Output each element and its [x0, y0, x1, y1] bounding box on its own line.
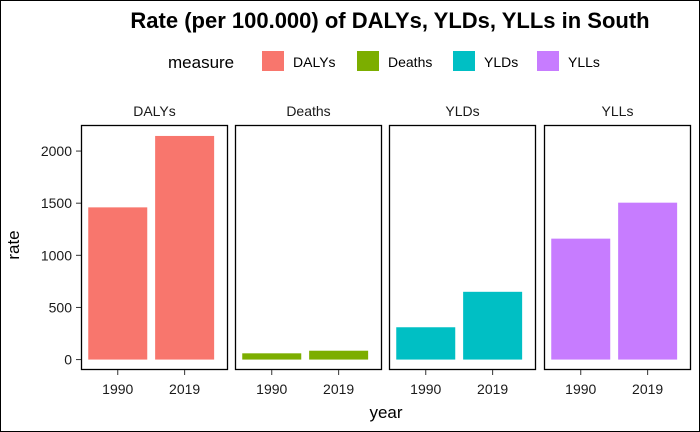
bar-deaths-2019: [309, 350, 369, 360]
bar-ylls-2019: [618, 202, 678, 360]
x-tick-label: 1990: [410, 381, 441, 397]
bar-dalys-2019: [155, 135, 215, 360]
facet-strip-label: DALYs: [133, 103, 176, 119]
bar-dalys-1990: [88, 207, 148, 360]
facet-panel-ylls: YLLs 1990 2019: [543, 98, 692, 397]
y-tick-label: 1000: [41, 247, 72, 263]
facet-strip: [389, 98, 536, 125]
x-tick-label: 2019: [169, 381, 200, 397]
legend-key-ylls: [537, 51, 559, 71]
facet-strip-label: YLDs: [445, 103, 479, 119]
legend-label-deaths: Deaths: [388, 54, 432, 70]
facet-strip-label: YLLs: [602, 103, 634, 119]
panel-border: [80, 124, 229, 371]
bar-ylds-1990: [396, 327, 456, 360]
y-tick-label: 0: [64, 352, 72, 368]
x-tick-label: 1990: [565, 381, 596, 397]
x-tick-label: 2019: [477, 381, 508, 397]
legend-key-dalys: [262, 51, 284, 71]
legend-key-deaths: [357, 51, 379, 71]
x-axis-title: year: [369, 403, 402, 422]
legend-label-ylds: YLDs: [484, 54, 518, 70]
facet-panel-ylds: YLDs 1990 2019: [388, 98, 537, 397]
facet-panel-deaths: Deaths 1990 2019: [234, 98, 383, 397]
legend: measure DALYs Deaths YLDs YLLs: [168, 51, 600, 72]
panel-border: [388, 124, 537, 371]
y-axis-title: rate: [4, 230, 23, 259]
bar-ylds-2019: [463, 291, 523, 360]
bar-deaths-1990: [242, 353, 302, 360]
y-tick-label: 1500: [41, 195, 72, 211]
legend-key-ylds: [453, 51, 475, 71]
facet-strip-label: Deaths: [286, 103, 330, 119]
y-axis: 0 500 1000 1500 2000: [41, 143, 81, 368]
legend-label-dalys: DALYs: [293, 54, 336, 70]
legend-label-ylls: YLLs: [568, 54, 600, 70]
x-tick-label: 1990: [102, 381, 133, 397]
chart-title: Rate (per 100.000) of DALYs, YLDs, YLLs …: [130, 8, 649, 33]
panel-border: [234, 124, 383, 371]
panel-border: [543, 124, 692, 371]
facet-panel-dalys: DALYs 1990 2019: [80, 98, 229, 397]
facet-strip: [235, 98, 382, 125]
facet-strip: [544, 98, 691, 125]
facet-strip: [81, 98, 228, 125]
x-tick-label: 2019: [323, 381, 354, 397]
x-tick-label: 1990: [256, 381, 287, 397]
legend-title: measure: [168, 53, 234, 72]
x-tick-label: 2019: [632, 381, 663, 397]
bar-ylls-1990: [551, 238, 611, 360]
y-tick-label: 500: [49, 299, 73, 315]
y-tick-label: 2000: [41, 143, 72, 159]
